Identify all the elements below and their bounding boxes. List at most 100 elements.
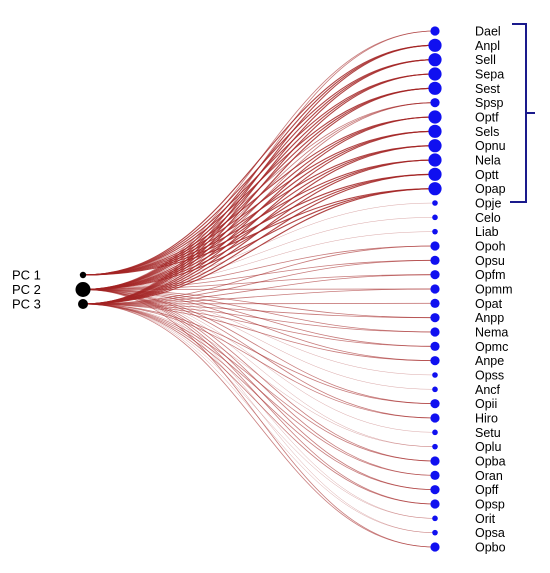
taxon-label-sell: Sell	[475, 53, 496, 67]
taxon-label-opje: Opje	[475, 197, 501, 211]
taxon-label-anpp: Anpp	[475, 311, 504, 325]
taxon-label-oplu: Oplu	[475, 440, 501, 454]
edge-pc1-sell	[82, 59, 436, 276]
taxon-label-opfm: Opfm	[475, 268, 506, 282]
edge-pc1-spsp	[82, 102, 436, 276]
taxon-node-opap	[428, 182, 442, 196]
edge-layer	[82, 30, 436, 548]
pc-1-label: PC 1	[12, 268, 41, 283]
taxon-label-sepa: Sepa	[475, 68, 504, 82]
edge-pc2-setu	[82, 289, 436, 433]
taxon-node-anpl	[428, 38, 442, 52]
taxon-node-optt	[428, 167, 442, 181]
taxon-label-opff: Opff	[475, 483, 499, 497]
edge-pc1-optf	[82, 116, 436, 276]
taxon-node-opff	[430, 485, 440, 495]
taxon-label-opbo: Opbo	[475, 541, 506, 555]
taxon-node-opoh	[430, 241, 440, 251]
taxon-label-opmm: Opmm	[475, 283, 513, 297]
edge-pc2-opap	[82, 188, 436, 291]
taxon-node-opfm	[430, 270, 440, 280]
edge-pc3-hiro	[82, 303, 436, 419]
taxon-node-dael	[430, 26, 440, 36]
taxon-node-opii	[430, 399, 440, 409]
edge-pc2-opff	[82, 289, 436, 491]
taxon-node-setu	[432, 429, 438, 436]
taxon-label-opoh: Opoh	[475, 240, 506, 254]
pc-3-label: PC 3	[12, 297, 41, 312]
edge-pc1-sest	[82, 87, 436, 276]
edge-pc3-anpe	[82, 303, 436, 362]
taxon-label-opii: Opii	[475, 397, 497, 411]
taxon-node-nela	[428, 153, 442, 167]
taxon-label-celo: Celo	[475, 211, 501, 225]
edge-pc2-opje	[82, 202, 436, 290]
group-bracket	[510, 23, 535, 203]
taxon-label-setu: Setu	[475, 426, 501, 440]
taxon-node-ancf	[432, 386, 438, 393]
edge-pc2-orit	[82, 289, 436, 519]
pc-3-node	[78, 299, 88, 309]
edge-pc2-oplu	[82, 289, 436, 447]
taxon-label-opss: Opss	[475, 369, 504, 383]
edge-pc3-orit	[82, 303, 436, 519]
edge-pc2-celo	[82, 217, 436, 290]
edge-pc2-opba	[82, 289, 436, 462]
taxon-node-sels	[428, 124, 442, 138]
edge-pc2-anpe	[82, 289, 436, 362]
taxon-label-hiro: Hiro	[475, 412, 498, 426]
taxon-label-spsp: Spsp	[475, 96, 504, 110]
taxon-label-optt: Optt	[475, 168, 499, 182]
edge-pc2-hiro	[82, 289, 436, 419]
edge-pc2-opfm	[82, 274, 436, 290]
edge-pc1-opap	[82, 188, 436, 276]
taxon-label-nela: Nela	[475, 154, 501, 168]
edge-pc2-liab	[82, 231, 436, 290]
taxon-node-opat	[430, 298, 440, 308]
edge-pc2-opsu	[82, 259, 436, 290]
edge-pc2-anpp	[82, 289, 436, 319]
edge-pc1-nela	[82, 159, 436, 276]
taxon-label-sels: Sels	[475, 125, 499, 139]
edge-pc3-opsp	[82, 303, 436, 505]
edge-pc2-opii	[82, 289, 436, 405]
taxon-label-liab: Liab	[475, 225, 499, 239]
edge-pc2-opbo	[82, 289, 436, 548]
taxon-label-anpe: Anpe	[475, 354, 504, 368]
taxon-node-opbo	[430, 542, 440, 552]
edge-pc2-opsp	[82, 289, 436, 505]
taxon-node-opss	[432, 372, 438, 378]
taxon-label-orit: Orit	[475, 512, 496, 526]
pc-node-layer: PC 1PC 2PC 3	[12, 268, 91, 312]
taxon-node-anpe	[430, 356, 440, 366]
taxon-node-opnu	[428, 139, 442, 153]
taxon-label-dael: Dael	[475, 25, 501, 39]
taxon-node-nema	[430, 327, 440, 337]
taxon-node-spsp	[430, 98, 440, 108]
taxon-node-hiro	[430, 413, 440, 423]
edge-pc2-ancf	[82, 289, 436, 390]
taxon-label-opsa: Opsa	[475, 526, 505, 540]
taxon-label-opba: Opba	[475, 455, 506, 469]
taxon-label-opsu: Opsu	[475, 254, 505, 268]
taxon-label-nema: Nema	[475, 326, 508, 340]
taxon-node-sepa	[428, 67, 442, 81]
taxon-node-opsa	[432, 529, 438, 536]
taxon-node-opmm	[430, 284, 440, 294]
taxon-node-sest	[428, 81, 442, 95]
edge-pc1-opnu	[82, 145, 436, 276]
taxon-node-orit	[432, 515, 438, 522]
edge-pc1-optt	[82, 173, 436, 276]
taxon-label-opmc: Opmc	[475, 340, 508, 354]
edge-pc3-opbo	[82, 303, 436, 548]
edge-pc3-opmm	[82, 288, 436, 305]
taxon-label-opsp: Opsp	[475, 498, 505, 512]
edge-pc2-oran	[82, 289, 436, 476]
taxon-node-sell	[428, 53, 442, 67]
taxon-label-optf: Optf	[475, 111, 499, 125]
taxon-label-ancf: Ancf	[475, 383, 501, 397]
taxon-node-opmc	[430, 341, 440, 351]
edge-pc2-opss	[82, 289, 436, 376]
taxon-label-oran: Oran	[475, 469, 503, 483]
